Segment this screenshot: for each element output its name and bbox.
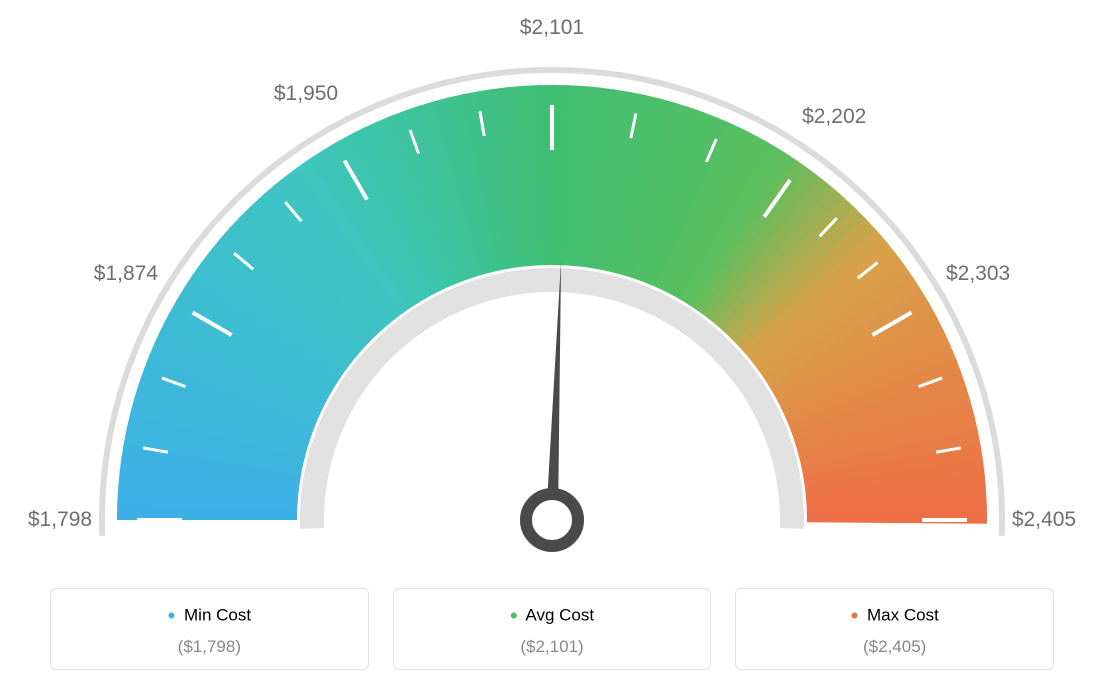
legend-row: • Min Cost ($1,798) • Avg Cost ($2,101) … (50, 588, 1054, 670)
legend-card-min: • Min Cost ($1,798) (50, 588, 369, 670)
legend-title-text: Max Cost (867, 605, 939, 624)
dot-icon: • (510, 603, 518, 628)
legend-title-text: Min Cost (184, 605, 251, 624)
legend-value-avg: ($2,101) (406, 637, 699, 657)
gauge-tick-label: $2,303 (946, 262, 1010, 286)
gauge-tick-label: $1,798 (28, 508, 92, 532)
gauge-tick-label: $2,202 (802, 105, 866, 129)
dot-icon: • (168, 603, 176, 628)
gauge-svg (0, 0, 1104, 560)
gauge-tick-label: $1,874 (94, 262, 158, 286)
legend-value-max: ($2,405) (748, 637, 1041, 657)
legend-title-avg: • Avg Cost (406, 603, 699, 629)
legend-card-max: • Max Cost ($2,405) (735, 588, 1054, 670)
legend-title-min: • Min Cost (63, 603, 356, 629)
gauge-chart: $1,798 $1,874 $1,950 $2,101 $2,202 $2,303 $2,4… (0, 0, 1104, 560)
dot-icon: • (851, 603, 859, 628)
legend-title-max: • Max Cost (748, 603, 1041, 629)
legend-title-text: Avg Cost (525, 605, 594, 624)
gauge-tick-label: $2,101 (520, 16, 584, 40)
legend-value-min: ($1,798) (63, 637, 356, 657)
legend-card-avg: • Avg Cost ($2,101) (393, 588, 712, 670)
cost-gauge-widget: $1,798 $1,874 $1,950 $2,101 $2,202 $2,303 $2,4… (0, 0, 1104, 690)
gauge-tick-label: $1,950 (274, 82, 338, 106)
gauge-tick-label: $2,405 (1012, 508, 1076, 532)
